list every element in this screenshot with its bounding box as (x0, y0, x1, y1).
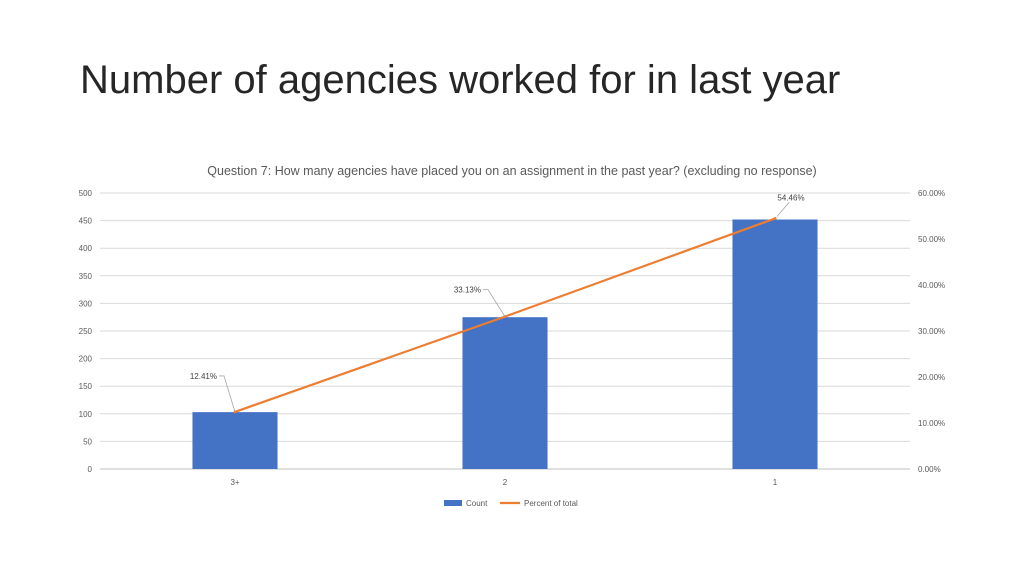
bar (732, 219, 818, 469)
left-tick-label: 200 (79, 355, 93, 364)
slide-title: Number of agencies worked for in last ye… (80, 58, 841, 102)
leader-line (776, 202, 790, 217)
left-tick-label: 250 (79, 327, 93, 336)
left-tick-label: 100 (79, 410, 93, 419)
data-label: 33.13% (454, 286, 481, 295)
left-tick-label: 350 (79, 272, 93, 281)
right-tick-label: 60.00% (918, 189, 945, 198)
right-tick-label: 40.00% (918, 281, 945, 290)
right-axis-ticks: 0.00% 10.00% 20.00% 30.00% 40.00% 50.00% 60.00… (918, 189, 945, 474)
bar-series (192, 219, 818, 469)
left-tick-label: 300 (79, 299, 93, 308)
legend: Count Percent of total (444, 499, 578, 508)
category-label: 3+ (230, 478, 239, 487)
right-tick-label: 20.00% (918, 373, 945, 382)
left-tick-label: 500 (79, 189, 93, 198)
leader-line (483, 289, 506, 317)
data-labels: 12.41% 33.13% 54.46% (190, 193, 805, 413)
data-label: 12.41% (190, 372, 217, 381)
category-labels: 3+ 2 1 (230, 478, 777, 487)
left-tick-label: 50 (83, 437, 92, 446)
left-axis-ticks: 0 50 100 150 200 250 300 350 400 450 500 (79, 189, 93, 474)
category-label: 2 (503, 478, 508, 487)
chart-title: Question 7: How many agencies have place… (207, 164, 816, 178)
line-point (773, 216, 777, 220)
category-label: 1 (773, 478, 778, 487)
left-tick-label: 150 (79, 382, 93, 391)
bar (192, 412, 278, 469)
right-tick-label: 50.00% (918, 235, 945, 244)
legend-swatch-count (444, 500, 462, 506)
right-tick-label: 0.00% (918, 465, 941, 474)
legend-label-percent: Percent of total (524, 499, 578, 508)
left-tick-label: 450 (79, 217, 93, 226)
left-tick-label: 400 (79, 244, 93, 253)
data-label: 54.46% (777, 193, 804, 202)
bar (462, 317, 548, 469)
left-tick-label: 0 (88, 465, 93, 474)
right-tick-label: 10.00% (918, 419, 945, 428)
leader-line (219, 375, 236, 413)
right-tick-label: 30.00% (918, 327, 945, 336)
legend-label-count: Count (466, 499, 488, 508)
